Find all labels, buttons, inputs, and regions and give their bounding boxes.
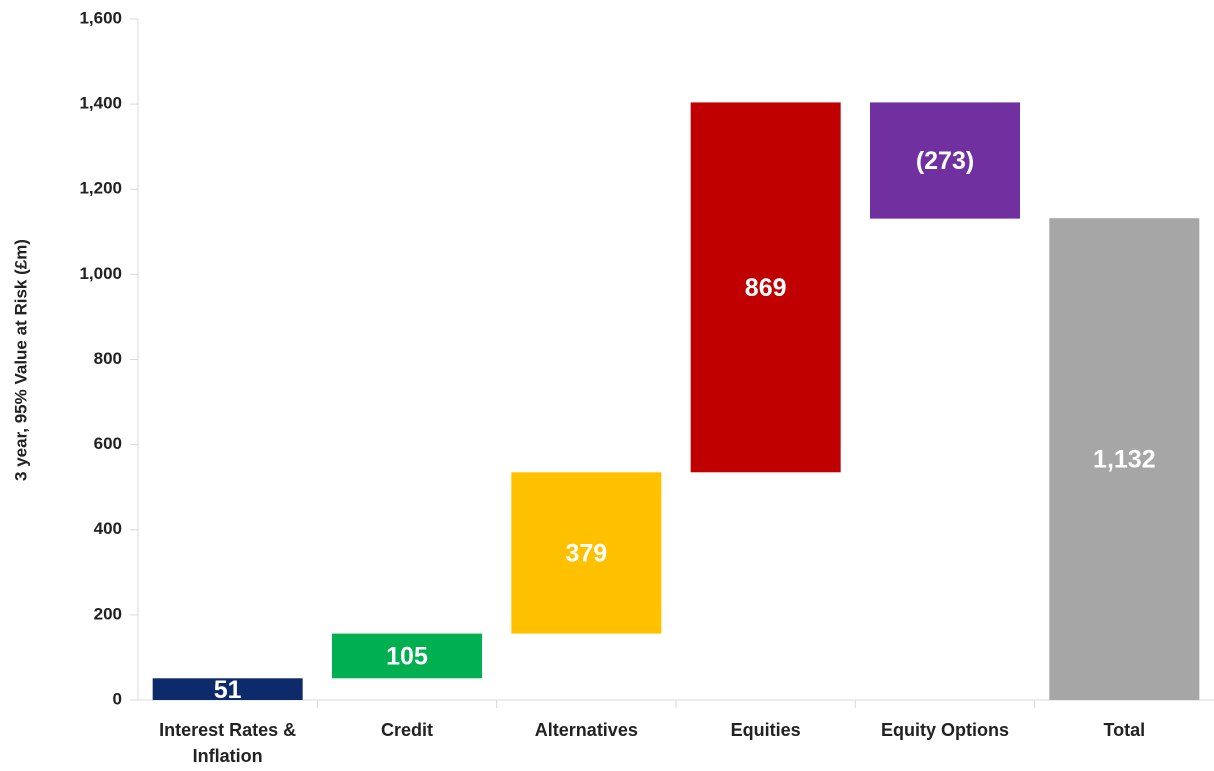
value-label: 51 xyxy=(214,676,242,704)
bar xyxy=(690,102,841,473)
x-tick-label: Equity Options xyxy=(881,720,1009,740)
x-tick-label: Equities xyxy=(730,720,801,740)
y-tick-label: 800 xyxy=(94,349,122,368)
y-tick-label: 1,200 xyxy=(79,179,122,198)
x-tick-label: Alternatives xyxy=(534,720,638,740)
y-tick-label: 400 xyxy=(94,519,122,538)
bar xyxy=(870,102,1020,219)
bar xyxy=(511,472,662,634)
y-tick-label: 1,000 xyxy=(79,264,122,283)
value-label: 379 xyxy=(565,540,607,568)
value-label: (273) xyxy=(916,147,974,175)
y-tick-label: 200 xyxy=(94,604,122,623)
x-tick-label: Credit xyxy=(380,720,433,740)
y-tick-label: 600 xyxy=(94,434,122,453)
y-tick-label: 0 xyxy=(113,689,122,708)
value-label: 105 xyxy=(386,643,428,671)
y-tick-label: 1,600 xyxy=(79,8,122,27)
bar xyxy=(152,678,303,700)
x-tick-label: Interest Rates & Inflation xyxy=(159,720,297,766)
x-tick-label: Total xyxy=(1103,720,1146,740)
bar xyxy=(1049,218,1200,700)
y-tick-label: 1,400 xyxy=(79,94,122,113)
bar xyxy=(332,633,482,679)
value-label: 1,132 xyxy=(1093,446,1156,474)
value-label: 869 xyxy=(745,274,787,302)
y-axis-label: 3 year, 95% Value at Risk (£m) xyxy=(11,239,30,481)
